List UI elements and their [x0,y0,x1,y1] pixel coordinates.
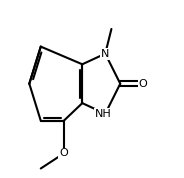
Text: O: O [139,79,148,89]
Text: O: O [59,148,68,158]
Text: N: N [101,49,109,59]
Text: NH: NH [95,109,112,119]
